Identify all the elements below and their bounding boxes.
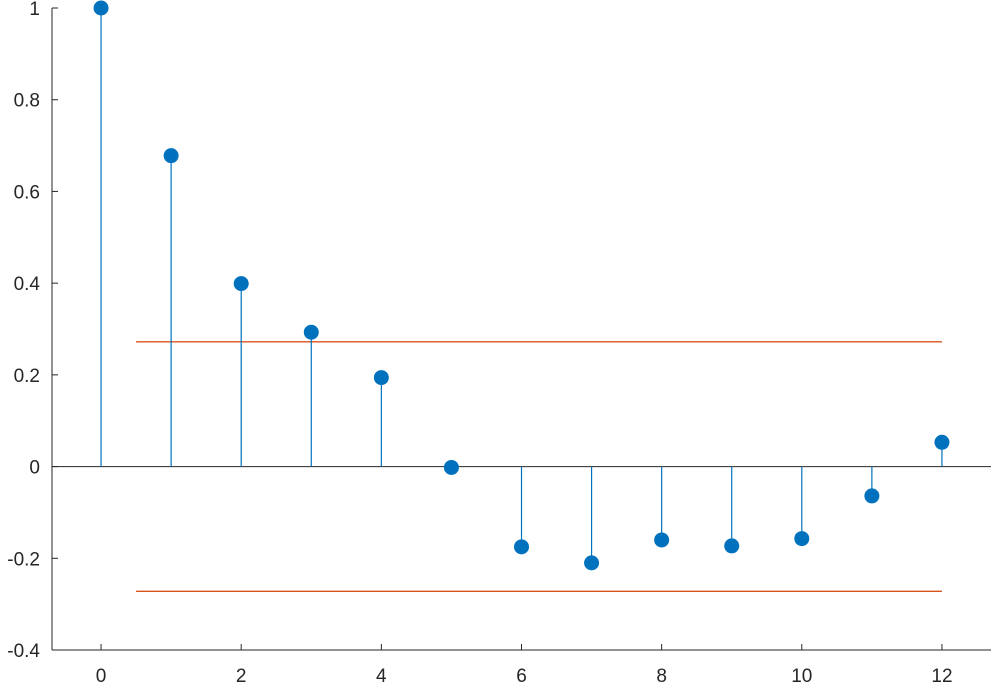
y-tick-label: 1	[29, 0, 40, 20]
x-tick-label: 10	[791, 666, 812, 687]
y-tick-label: 0.8	[14, 91, 40, 112]
stem-marker	[584, 555, 600, 571]
stem-marker	[93, 0, 109, 16]
stem-marker	[303, 324, 319, 340]
stems	[100, 8, 943, 563]
stem-marker	[373, 370, 389, 386]
stem-marker	[514, 539, 529, 555]
stem-marker	[724, 538, 740, 554]
confidence-bounds	[136, 341, 942, 593]
x-tick-label: 8	[656, 666, 667, 687]
x-tick-label: 6	[516, 666, 527, 687]
y-tick-label: 0.4	[14, 274, 41, 295]
markers	[93, 0, 950, 571]
y-tick-label: 0.6	[14, 182, 40, 203]
stem-marker	[864, 488, 880, 504]
x-tick-label: 2	[236, 666, 247, 687]
x-tick-label: 12	[931, 666, 952, 687]
stem-marker	[794, 531, 810, 547]
stem-marker	[233, 276, 249, 292]
stem-marker	[654, 532, 670, 548]
stem-marker	[443, 459, 459, 475]
y-axis-ticks: 1 0.8 0.6 0.4 0.2 0 -0.2 -0.4	[7, 0, 58, 662]
y-tick-label: -0.4	[7, 641, 40, 662]
y-tick-label: 0	[29, 458, 40, 479]
stem-marker	[934, 434, 950, 450]
x-tick-label: 4	[376, 666, 387, 687]
y-tick-label: -0.2	[7, 549, 40, 570]
x-tick-label: 0	[96, 666, 107, 687]
x-axis-ticks: 0 2 4 6 8 10 12	[96, 644, 953, 687]
y-tick-label: 0.2	[14, 366, 40, 387]
stem-marker	[163, 148, 179, 164]
